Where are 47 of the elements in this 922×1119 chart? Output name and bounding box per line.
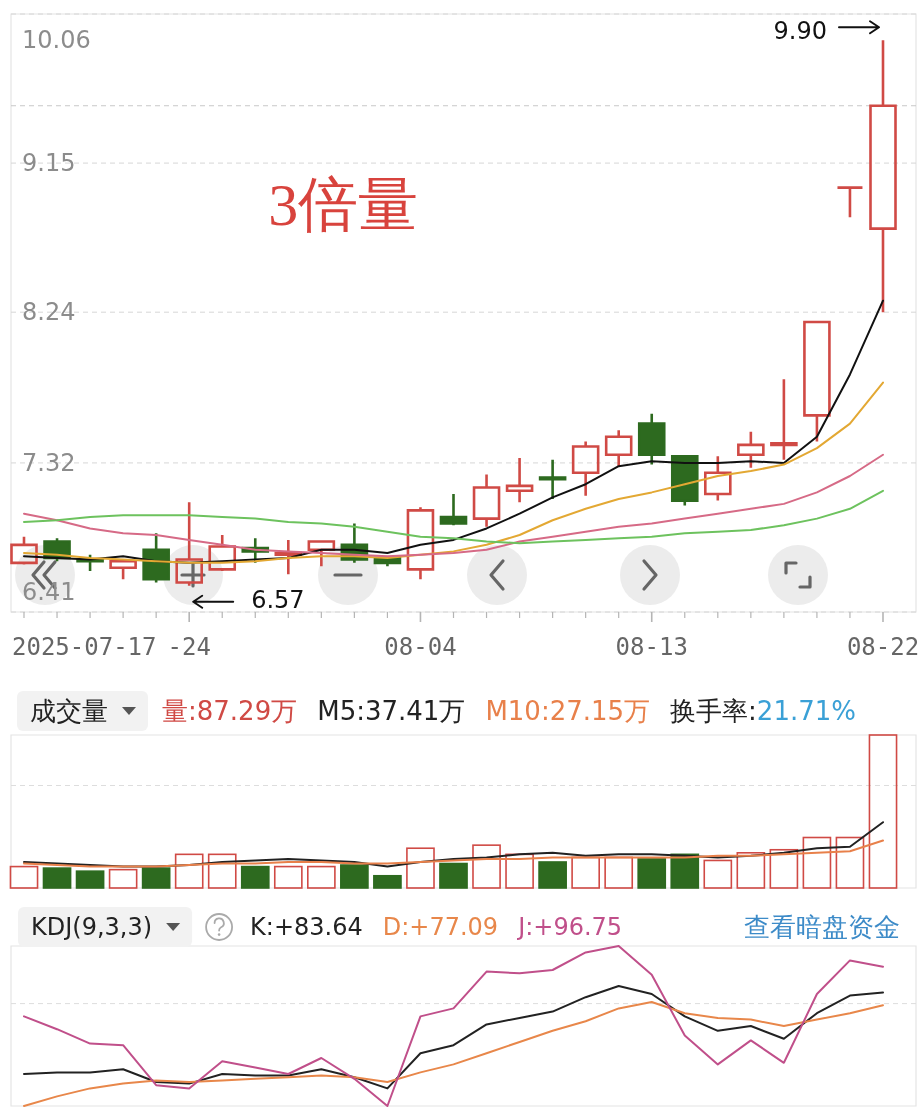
bar: [240, 865, 270, 889]
bar: [108, 868, 138, 889]
y-tick-label: 7.32: [22, 448, 76, 477]
bar: [736, 852, 766, 889]
bar: [406, 847, 435, 889]
y-tick-label: 9.15: [22, 149, 76, 178]
text: 2025-07-17: [12, 633, 157, 661]
bar: [307, 865, 336, 889]
bar: [340, 864, 369, 889]
bar: [9, 865, 39, 889]
bar: [75, 870, 105, 889]
x-tick-label: -24: [167, 633, 211, 661]
annotation: 3倍量: [268, 172, 419, 239]
x-tick-label: 08-04: [384, 633, 457, 661]
bar: [703, 859, 733, 889]
bar: [273, 865, 303, 889]
annotation: 9.90: [773, 17, 827, 46]
bar: [141, 867, 171, 889]
series-label: J:+96.75: [516, 913, 623, 941]
bar: [802, 836, 832, 889]
text: M10:27.15万: [485, 696, 651, 726]
bar: [207, 853, 237, 889]
chart-title: KDJ(9,3,3): [31, 913, 153, 941]
x-tick-label: 08-13: [615, 633, 688, 661]
x-tick-label: 08-22: [846, 633, 920, 661]
bar: [472, 844, 501, 889]
bar: [174, 853, 204, 889]
chart-title: 成交量: [30, 696, 108, 726]
y-tick-label: 10.06: [22, 26, 91, 54]
annotation: 6.57: [251, 585, 305, 614]
text: M5:37.41万: [317, 696, 466, 726]
bar: [670, 853, 700, 889]
y-tick-label: 6.41: [22, 578, 76, 606]
bar: [637, 858, 667, 889]
text: 查看暗盘资金: [744, 912, 900, 942]
bar: [373, 874, 402, 889]
bar: [439, 862, 468, 889]
bar: [769, 848, 799, 889]
text: D:+77.09: [382, 913, 499, 941]
text: K:+83.64: [250, 913, 363, 941]
bar: [538, 861, 567, 889]
text: 换手率:21.71%: [670, 696, 856, 726]
bar: [42, 867, 72, 889]
bar: [868, 734, 898, 889]
text: 量:87.29万: [162, 696, 298, 726]
y-tick-label: 8.24: [22, 298, 76, 327]
bar: [835, 836, 865, 889]
